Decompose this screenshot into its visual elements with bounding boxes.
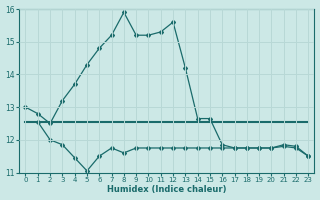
X-axis label: Humidex (Indice chaleur): Humidex (Indice chaleur) — [107, 185, 227, 194]
